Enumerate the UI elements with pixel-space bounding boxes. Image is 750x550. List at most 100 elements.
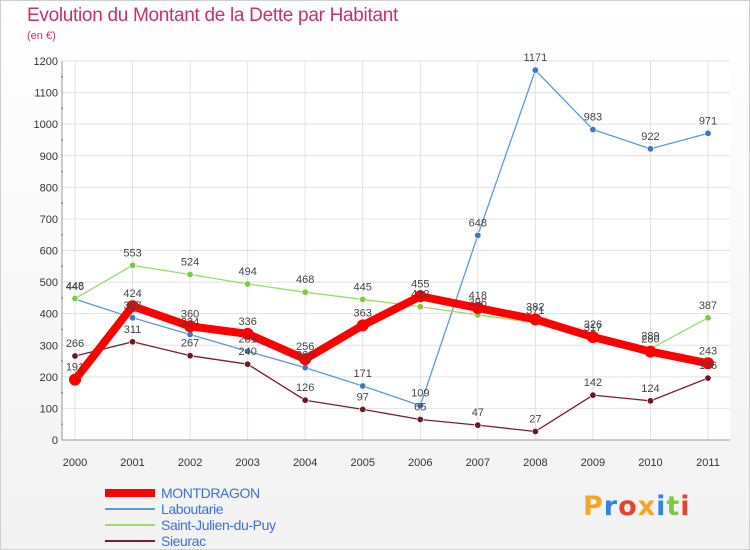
- data-point-saint-julien-du-puy: [71, 295, 79, 303]
- legend-item-sieurac: Sieurac: [105, 533, 276, 549]
- line-chart: 0 100 200 300 400 500 600 700 800 900 1000 1100 1200…: [34, 52, 730, 469]
- legend-swatch: [105, 540, 155, 542]
- data-label-laboutarie: 971: [699, 115, 717, 127]
- x-tick-label: 2001: [120, 457, 144, 469]
- legend-label: Sieurac: [161, 533, 206, 549]
- logo-letter: i: [656, 491, 667, 522]
- data-point-sieurac: [359, 405, 367, 413]
- y-tick-label: 700: [40, 214, 58, 226]
- data-point-montdragon: [644, 345, 657, 358]
- data-point-montdragon: [184, 320, 197, 333]
- data-label-montdragon: 256: [296, 341, 314, 353]
- x-tick-label: 2000: [63, 457, 87, 469]
- data-point-sieurac: [646, 397, 654, 405]
- y-tick-label: 1200: [34, 56, 58, 68]
- data-label-saint-julien-du-puy: 448: [66, 281, 84, 293]
- data-label-saint-julien-du-puy: 494: [238, 266, 256, 278]
- data-point-sieurac: [474, 421, 482, 429]
- legend-swatch: [105, 508, 155, 510]
- legend-label: Saint-Julien-du-Puy: [161, 517, 276, 533]
- data-label-laboutarie: 229: [296, 350, 314, 362]
- data-point-saint-julien-du-puy: [244, 280, 252, 288]
- data-label-laboutarie: 281: [238, 333, 256, 345]
- y-tick-label: 800: [40, 182, 58, 194]
- series-line-sieurac: [74, 341, 709, 433]
- data-label-laboutarie: 648: [469, 217, 487, 229]
- legend-item-montdragon: MONTDRAGON: [105, 485, 276, 501]
- data-label-saint-julien-du-puy: 387: [699, 300, 717, 312]
- data-point-montdragon: [69, 373, 81, 386]
- x-tick-label: 2004: [293, 457, 317, 469]
- data-point-laboutarie: [474, 231, 482, 239]
- y-tick-label: 200: [40, 372, 58, 384]
- logo-letter: t: [666, 491, 681, 522]
- data-label-laboutarie: 1171: [524, 52, 548, 64]
- data-label-laboutarie: 983: [584, 112, 602, 124]
- y-tick-label: 900: [40, 151, 58, 163]
- data-point-montdragon: [126, 300, 139, 313]
- data-label-laboutarie: 446: [66, 281, 84, 293]
- y-tick-label: 100: [40, 403, 58, 415]
- data-label-sieurac: 311: [124, 324, 142, 336]
- data-label-montdragon: 424: [123, 288, 141, 300]
- data-point-saint-julien-du-puy: [416, 303, 424, 311]
- x-tick-label: 2003: [235, 457, 259, 469]
- data-point-saint-julien-du-puy: [704, 314, 712, 322]
- y-tick-label: 1000: [34, 119, 58, 131]
- data-label-montdragon: 326: [584, 319, 602, 331]
- data-label-saint-julien-du-puy: 553: [123, 247, 141, 259]
- data-point-montdragon: [702, 357, 714, 370]
- y-tick-label: 1100: [34, 88, 58, 100]
- data-label-saint-julien-du-puy: 524: [181, 257, 199, 269]
- data-label-laboutarie: 922: [641, 131, 659, 143]
- logo-letter: r: [603, 491, 619, 522]
- data-point-laboutarie: [531, 66, 539, 74]
- logo-letter: i: [680, 491, 691, 522]
- data-point-montdragon: [356, 319, 369, 332]
- series-line-montdragon: [71, 292, 712, 384]
- data-label-sieurac: 65: [414, 401, 426, 413]
- data-label-sieurac: 142: [584, 377, 602, 389]
- data-point-laboutarie: [359, 382, 367, 390]
- data-label-montdragon: 243: [699, 345, 717, 357]
- data-point-sieurac: [531, 427, 539, 435]
- y-tick-label: 600: [40, 246, 58, 258]
- data-label-montdragon: 280: [641, 334, 659, 346]
- legend-item-saint-julien-du-puy: Saint-Julien-du-Puy: [105, 517, 276, 533]
- data-label-laboutarie: 109: [411, 388, 429, 400]
- data-point-sieurac: [589, 391, 597, 399]
- data-label-sieurac: 126: [296, 382, 314, 394]
- data-point-sieurac: [301, 396, 309, 404]
- legend-swatch: [105, 489, 155, 497]
- data-point-sieurac: [244, 360, 252, 368]
- data-label-sieurac: 267: [181, 338, 199, 350]
- logo-letter: P: [583, 491, 604, 522]
- data-label-saint-julien-du-puy: 445: [354, 281, 372, 293]
- data-point-saint-julien-du-puy: [301, 288, 309, 296]
- x-tick-label: 2005: [350, 457, 374, 469]
- x-tick-label: 2011: [696, 457, 720, 469]
- data-point-montdragon: [586, 331, 599, 344]
- data-point-laboutarie: [244, 347, 252, 355]
- x-tick-label: 2007: [466, 457, 490, 469]
- data-point-saint-julien-du-puy: [186, 271, 194, 279]
- data-label-laboutarie: 387: [123, 300, 141, 312]
- y-tick-label: 500: [40, 277, 58, 289]
- series-line-laboutarie: [74, 69, 709, 407]
- data-point-laboutarie: [646, 145, 654, 153]
- data-label-saint-julien-du-puy: 317: [584, 322, 602, 334]
- data-label-saint-julien-du-puy: 396: [469, 297, 487, 309]
- y-tick-label: 300: [40, 340, 58, 352]
- data-label-montdragon: 360: [181, 308, 199, 320]
- data-point-laboutarie: [416, 402, 424, 410]
- data-label-montdragon: 418: [469, 290, 487, 302]
- data-label-saint-julien-du-puy: 289: [641, 331, 659, 343]
- legend-label: MONTDRAGON: [161, 485, 260, 501]
- x-tick-label: 2008: [523, 457, 547, 469]
- data-label-sieurac: 196: [699, 360, 717, 372]
- data-point-laboutarie: [704, 129, 712, 137]
- data-point-saint-julien-du-puy: [129, 261, 137, 269]
- proxiti-logo: Proxiti: [583, 491, 691, 522]
- data-label-montdragon: 382: [526, 301, 544, 313]
- x-tick-label: 2002: [178, 457, 202, 469]
